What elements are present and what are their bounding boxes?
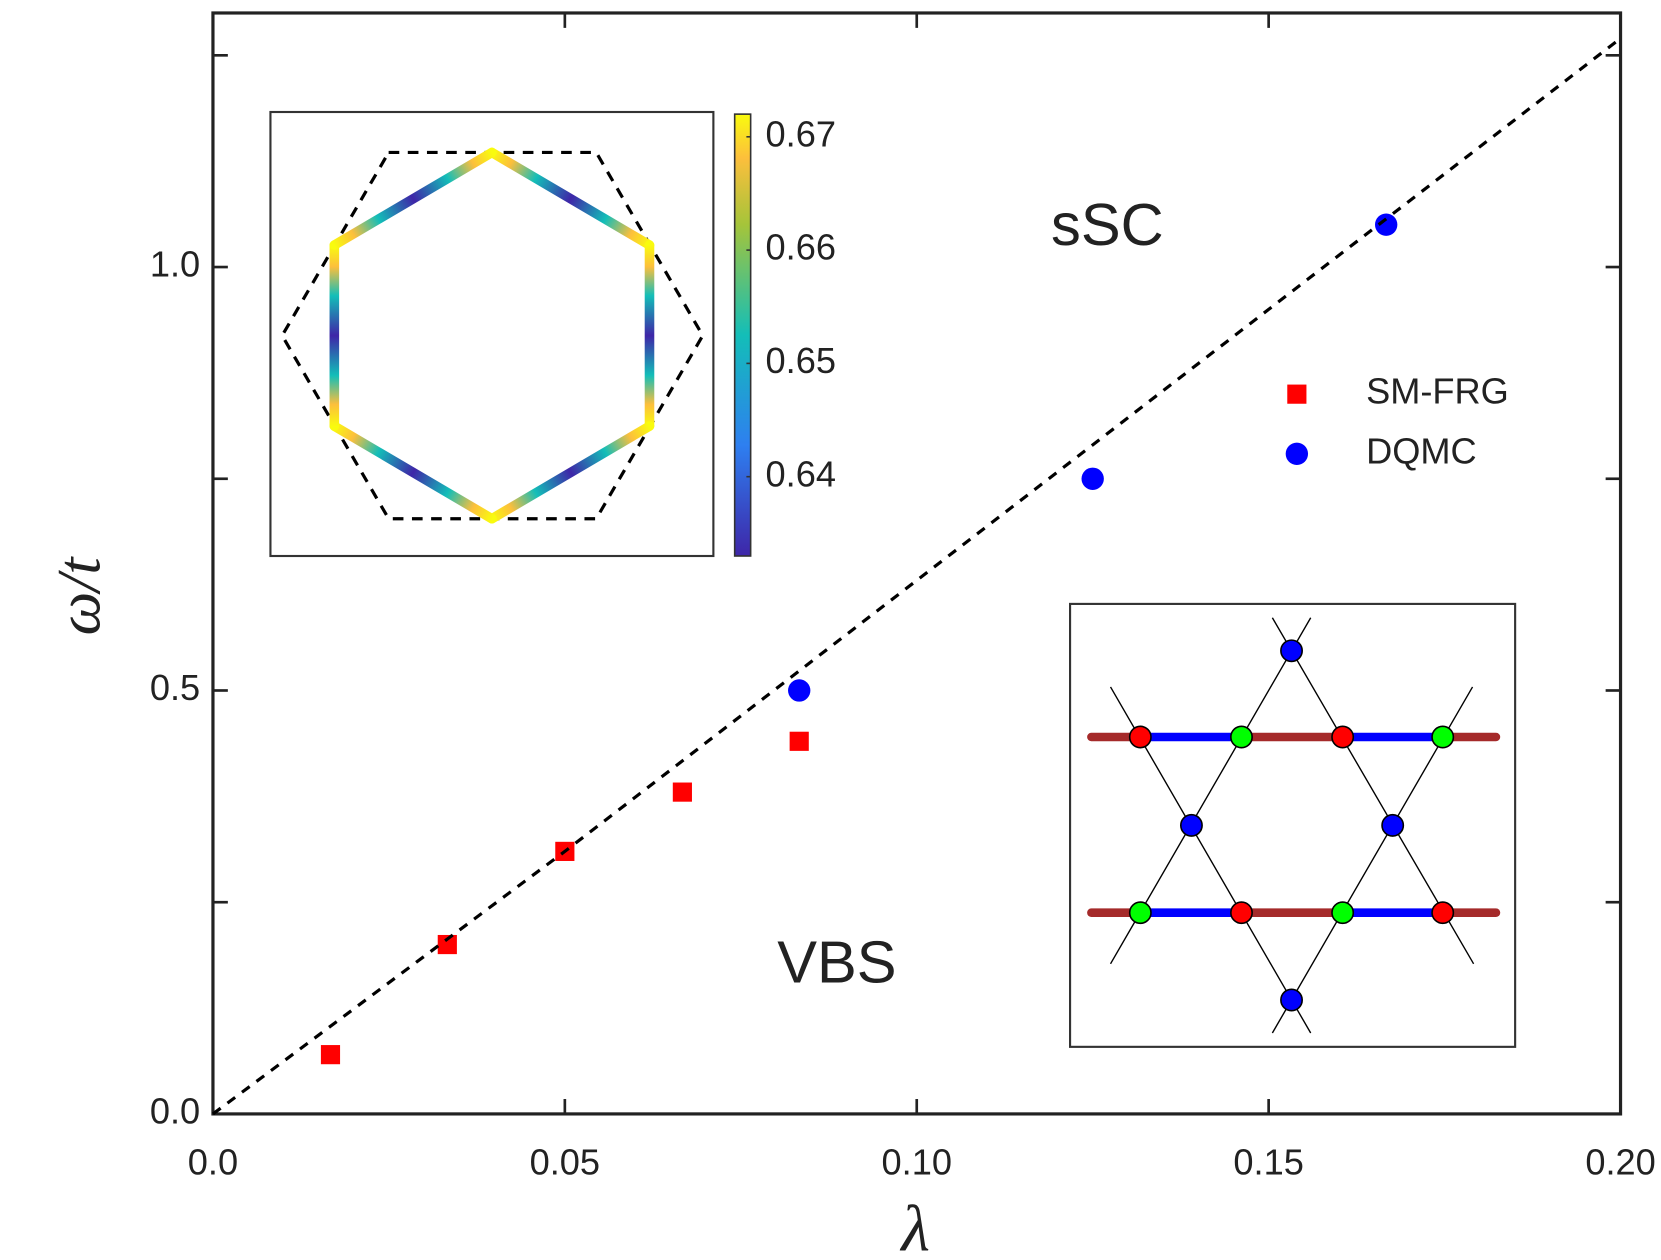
- site: [1280, 988, 1303, 1012]
- inset-frame: [269, 110, 715, 558]
- y-tick-label: 0.5: [150, 667, 200, 708]
- fermi-edge: [329, 421, 497, 524]
- x-tick-label: 0.15: [1233, 1142, 1303, 1183]
- lattice-bonds: [1109, 617, 1475, 1034]
- x-tick-label: 0.0: [188, 1142, 238, 1183]
- colorbar-tick-label: 0.65: [766, 340, 836, 381]
- inset-frame: [1069, 602, 1517, 1048]
- lattice: [1087, 639, 1501, 1012]
- x-tick-label: 0.20: [1585, 1142, 1655, 1183]
- x-axis-label: λ: [899, 1192, 930, 1260]
- legend-label: DQMC: [1366, 430, 1477, 471]
- data-point: [1374, 213, 1398, 236]
- data-point: [320, 1045, 341, 1065]
- annotation: sSC: [1051, 191, 1164, 258]
- site: [1128, 901, 1152, 925]
- colorbar-tick-label: 0.66: [766, 227, 836, 268]
- site: [1280, 639, 1303, 663]
- y-axis-label: ω/t: [45, 556, 113, 636]
- site: [1331, 901, 1355, 925]
- colorbar: [733, 113, 752, 557]
- fermi-edge: [329, 147, 497, 250]
- site: [1230, 901, 1253, 925]
- site: [1230, 725, 1253, 749]
- legend-marker: [1287, 384, 1307, 404]
- annotation: VBS: [777, 929, 896, 996]
- data-point: [1081, 467, 1104, 490]
- brillouin-zone: [280, 150, 705, 521]
- x-tick-label: 0.10: [882, 1142, 952, 1183]
- site: [1331, 725, 1355, 749]
- site: [1180, 813, 1203, 837]
- data-point: [788, 679, 811, 702]
- fit-line: [211, 37, 1622, 1116]
- site: [1431, 725, 1455, 749]
- data-point: [789, 731, 809, 751]
- site: [1381, 813, 1405, 837]
- y-tick-label: 0.0: [150, 1090, 200, 1131]
- legend-label: SM-FRG: [1366, 371, 1509, 412]
- fermi-edge: [487, 147, 655, 250]
- plot-frame: [211, 11, 1623, 1116]
- x-tick-label: 0.05: [530, 1142, 600, 1183]
- colorbar-tick-label: 0.67: [766, 113, 836, 154]
- y-tick-label: 1.0: [150, 244, 200, 285]
- data-point: [672, 782, 692, 802]
- site: [1431, 901, 1455, 925]
- fermi-edge: [487, 421, 655, 524]
- data-point: [437, 934, 457, 955]
- legend-marker: [1285, 442, 1309, 465]
- colorbar-tick-label: 0.64: [766, 453, 836, 494]
- fermi-surface: [329, 147, 655, 524]
- site: [1128, 725, 1152, 749]
